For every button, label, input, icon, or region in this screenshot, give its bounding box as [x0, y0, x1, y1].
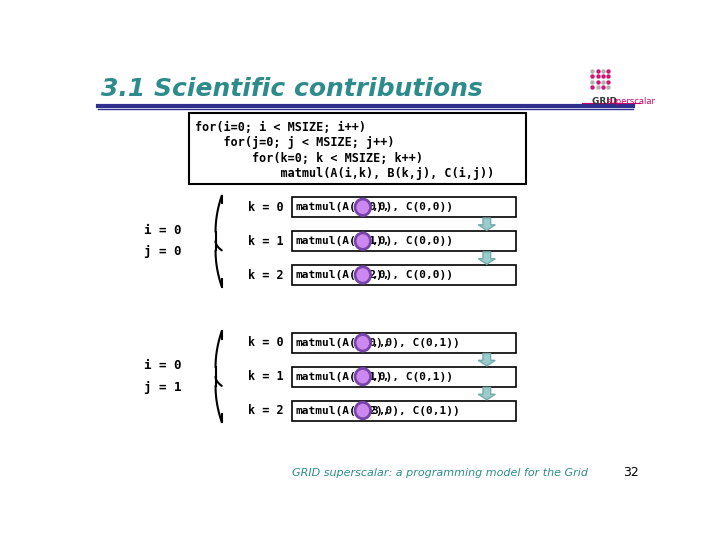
Text: 3,0), C(0,1)): 3,0), C(0,1)): [372, 406, 460, 416]
FancyBboxPatch shape: [292, 265, 516, 285]
Text: 3.1 Scientific contributions: 3.1 Scientific contributions: [101, 77, 482, 102]
Text: matmul(A(0,0),: matmul(A(0,0),: [295, 338, 390, 348]
FancyBboxPatch shape: [292, 333, 516, 353]
FancyBboxPatch shape: [292, 197, 516, 217]
Ellipse shape: [355, 335, 371, 351]
FancyBboxPatch shape: [292, 231, 516, 251]
FancyBboxPatch shape: [292, 367, 516, 387]
Text: k = 1: k = 1: [248, 370, 284, 383]
Text: 32: 32: [623, 467, 639, 480]
FancyBboxPatch shape: [292, 401, 516, 421]
FancyBboxPatch shape: [189, 113, 526, 184]
Text: ,0), C(0,1)): ,0), C(0,1)): [372, 372, 453, 382]
Text: matmul(A(0,0),: matmul(A(0,0),: [295, 202, 390, 212]
Text: i = 0: i = 0: [144, 360, 181, 373]
Ellipse shape: [355, 402, 371, 418]
Text: matmul(A(0,2),: matmul(A(0,2),: [295, 270, 390, 280]
Text: i = 0: i = 0: [144, 224, 181, 237]
Text: matmul(A(0,1),: matmul(A(0,1),: [295, 236, 390, 246]
Polygon shape: [478, 252, 495, 264]
Text: matmul(A(i,k), B(k,j), C(i,j)): matmul(A(i,k), B(k,j), C(i,j)): [195, 167, 495, 180]
Polygon shape: [478, 218, 495, 231]
Text: k = 1: k = 1: [248, 234, 284, 248]
Text: superscalar: superscalar: [607, 97, 656, 106]
Text: matmul(A(0,1),: matmul(A(0,1),: [295, 372, 390, 382]
Text: j = 1: j = 1: [144, 381, 181, 394]
Ellipse shape: [355, 267, 371, 283]
Text: k = 0: k = 0: [248, 336, 284, 349]
Polygon shape: [478, 354, 495, 366]
Text: ,0), C(0,0)): ,0), C(0,0)): [372, 236, 453, 246]
Text: ,,0), C(0,1)): ,,0), C(0,1)): [372, 338, 460, 348]
Text: k = 2: k = 2: [248, 404, 284, 417]
Text: GRID: GRID: [593, 97, 621, 106]
Text: j = 0: j = 0: [144, 245, 181, 259]
Text: for(j=0; j < MSIZE; j++): for(j=0; j < MSIZE; j++): [195, 137, 395, 150]
Ellipse shape: [355, 368, 371, 385]
Text: ,0), C(0,0)): ,0), C(0,0)): [372, 270, 453, 280]
Text: ,0), C(0,0)): ,0), C(0,0)): [372, 202, 453, 212]
Text: k = 2: k = 2: [248, 268, 284, 281]
Text: for(i=0; i < MSIZE; i++): for(i=0; i < MSIZE; i++): [195, 121, 366, 134]
Polygon shape: [478, 387, 495, 400]
Text: GRID superscalar: a programming model for the Grid: GRID superscalar: a programming model fo…: [292, 468, 588, 478]
Text: k = 0: k = 0: [248, 201, 284, 214]
Ellipse shape: [355, 199, 371, 215]
Text: matmul(A(0,2),: matmul(A(0,2),: [295, 406, 390, 416]
Ellipse shape: [355, 233, 371, 249]
Text: for(k=0; k < MSIZE; k++): for(k=0; k < MSIZE; k++): [195, 152, 423, 165]
